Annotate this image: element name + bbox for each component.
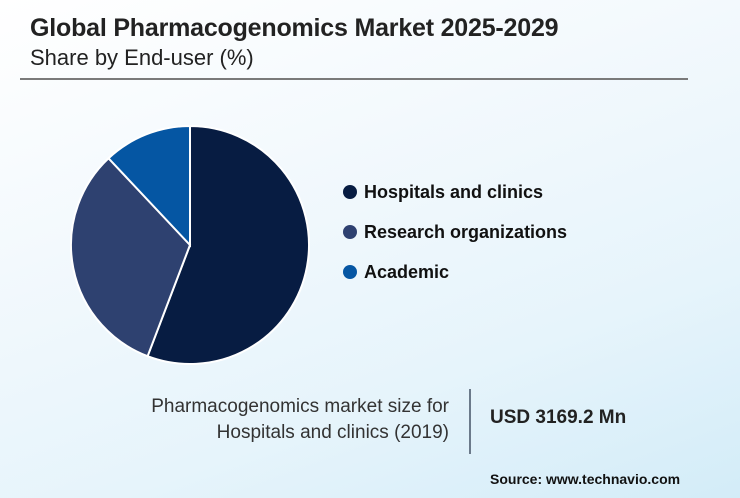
market-size-label-line2: Hospitals and clinics (2019) xyxy=(216,422,449,443)
legend-item-research: Research organizations xyxy=(343,212,567,252)
legend-item-academic: Academic xyxy=(343,252,567,292)
pie-slices xyxy=(70,124,310,365)
legend-label: Academic xyxy=(364,261,450,282)
market-size-label: Pharmacogenomics market size for Hospita… xyxy=(151,394,449,446)
source-note: Source: www.technavio.com xyxy=(490,471,681,487)
legend-dot-icon xyxy=(343,265,357,279)
info-divider xyxy=(469,389,471,454)
market-size-label-line1: Pharmacogenomics market size for xyxy=(151,396,449,417)
legend-label: Research organizations xyxy=(364,221,568,242)
legend-label: Hospitals and clinics xyxy=(364,181,544,202)
legend: Hospitals and clinics Research organizat… xyxy=(343,172,567,292)
legend-dot-icon xyxy=(343,225,357,239)
pie-slice-research-organizations xyxy=(70,156,192,358)
title-divider xyxy=(20,78,688,80)
pie-slice-academic xyxy=(107,124,191,248)
legend-dot-icon xyxy=(343,185,357,199)
chart-title: Global Pharmacogenomics Market 2025-2029 xyxy=(30,14,559,42)
market-size-value: USD 3169.2 Mn xyxy=(490,407,627,428)
pie-slice-hospitals-and-clinics xyxy=(146,124,310,365)
chart-subtitle: Share by End-user (%) xyxy=(30,45,254,70)
legend-item-hospitals: Hospitals and clinics xyxy=(343,172,567,212)
